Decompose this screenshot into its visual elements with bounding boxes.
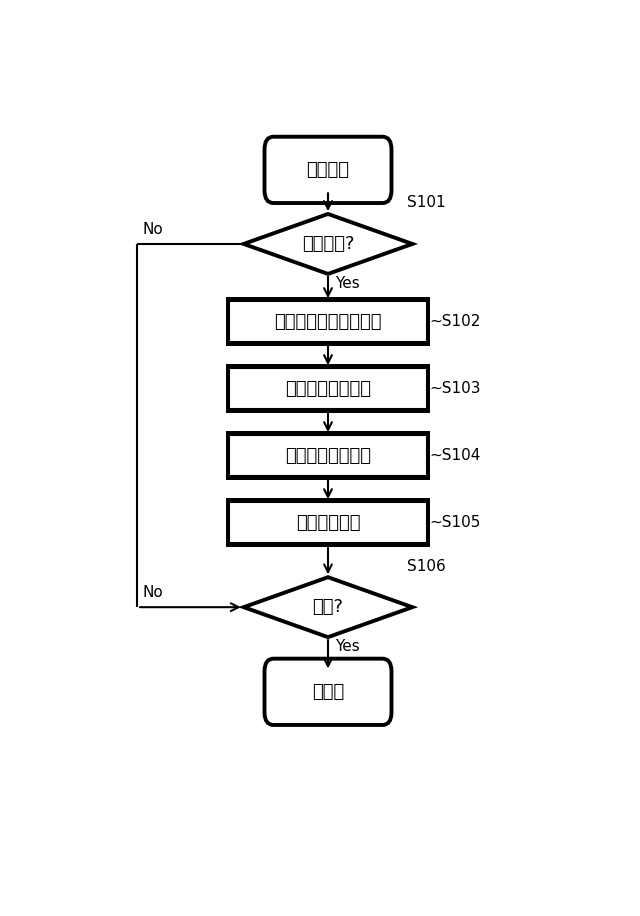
Polygon shape (244, 577, 412, 638)
FancyBboxPatch shape (226, 498, 430, 547)
FancyBboxPatch shape (226, 297, 430, 346)
FancyBboxPatch shape (226, 431, 430, 480)
Text: Yes: Yes (335, 639, 360, 654)
FancyBboxPatch shape (229, 435, 428, 476)
Text: S101: S101 (408, 195, 446, 211)
Text: ~S105: ~S105 (429, 515, 481, 530)
Text: ~S104: ~S104 (429, 448, 481, 463)
Polygon shape (244, 214, 412, 274)
Text: エンド: エンド (312, 682, 344, 701)
Text: 混雑状況解析処理: 混雑状況解析処理 (285, 379, 371, 398)
Text: 仓ルート生成処理: 仓ルート生成処理 (285, 446, 371, 464)
Text: 仓ルート記憶: 仓ルート記憶 (296, 514, 360, 531)
FancyBboxPatch shape (229, 502, 428, 543)
Text: センサ検知結果を受信: センサ検知結果を受信 (275, 312, 381, 331)
Text: ~S102: ~S102 (429, 314, 481, 329)
Text: No: No (142, 222, 163, 237)
Text: 所定時刻?: 所定時刻? (301, 234, 355, 253)
FancyBboxPatch shape (229, 301, 428, 342)
Text: スタート: スタート (307, 161, 349, 179)
FancyBboxPatch shape (264, 659, 392, 725)
Text: ~S103: ~S103 (429, 381, 481, 396)
FancyBboxPatch shape (264, 136, 392, 203)
Text: 終了?: 終了? (312, 598, 344, 616)
Text: No: No (142, 585, 163, 600)
Text: Yes: Yes (335, 276, 360, 291)
Text: S106: S106 (408, 559, 446, 573)
FancyBboxPatch shape (226, 364, 430, 413)
FancyBboxPatch shape (229, 368, 428, 409)
